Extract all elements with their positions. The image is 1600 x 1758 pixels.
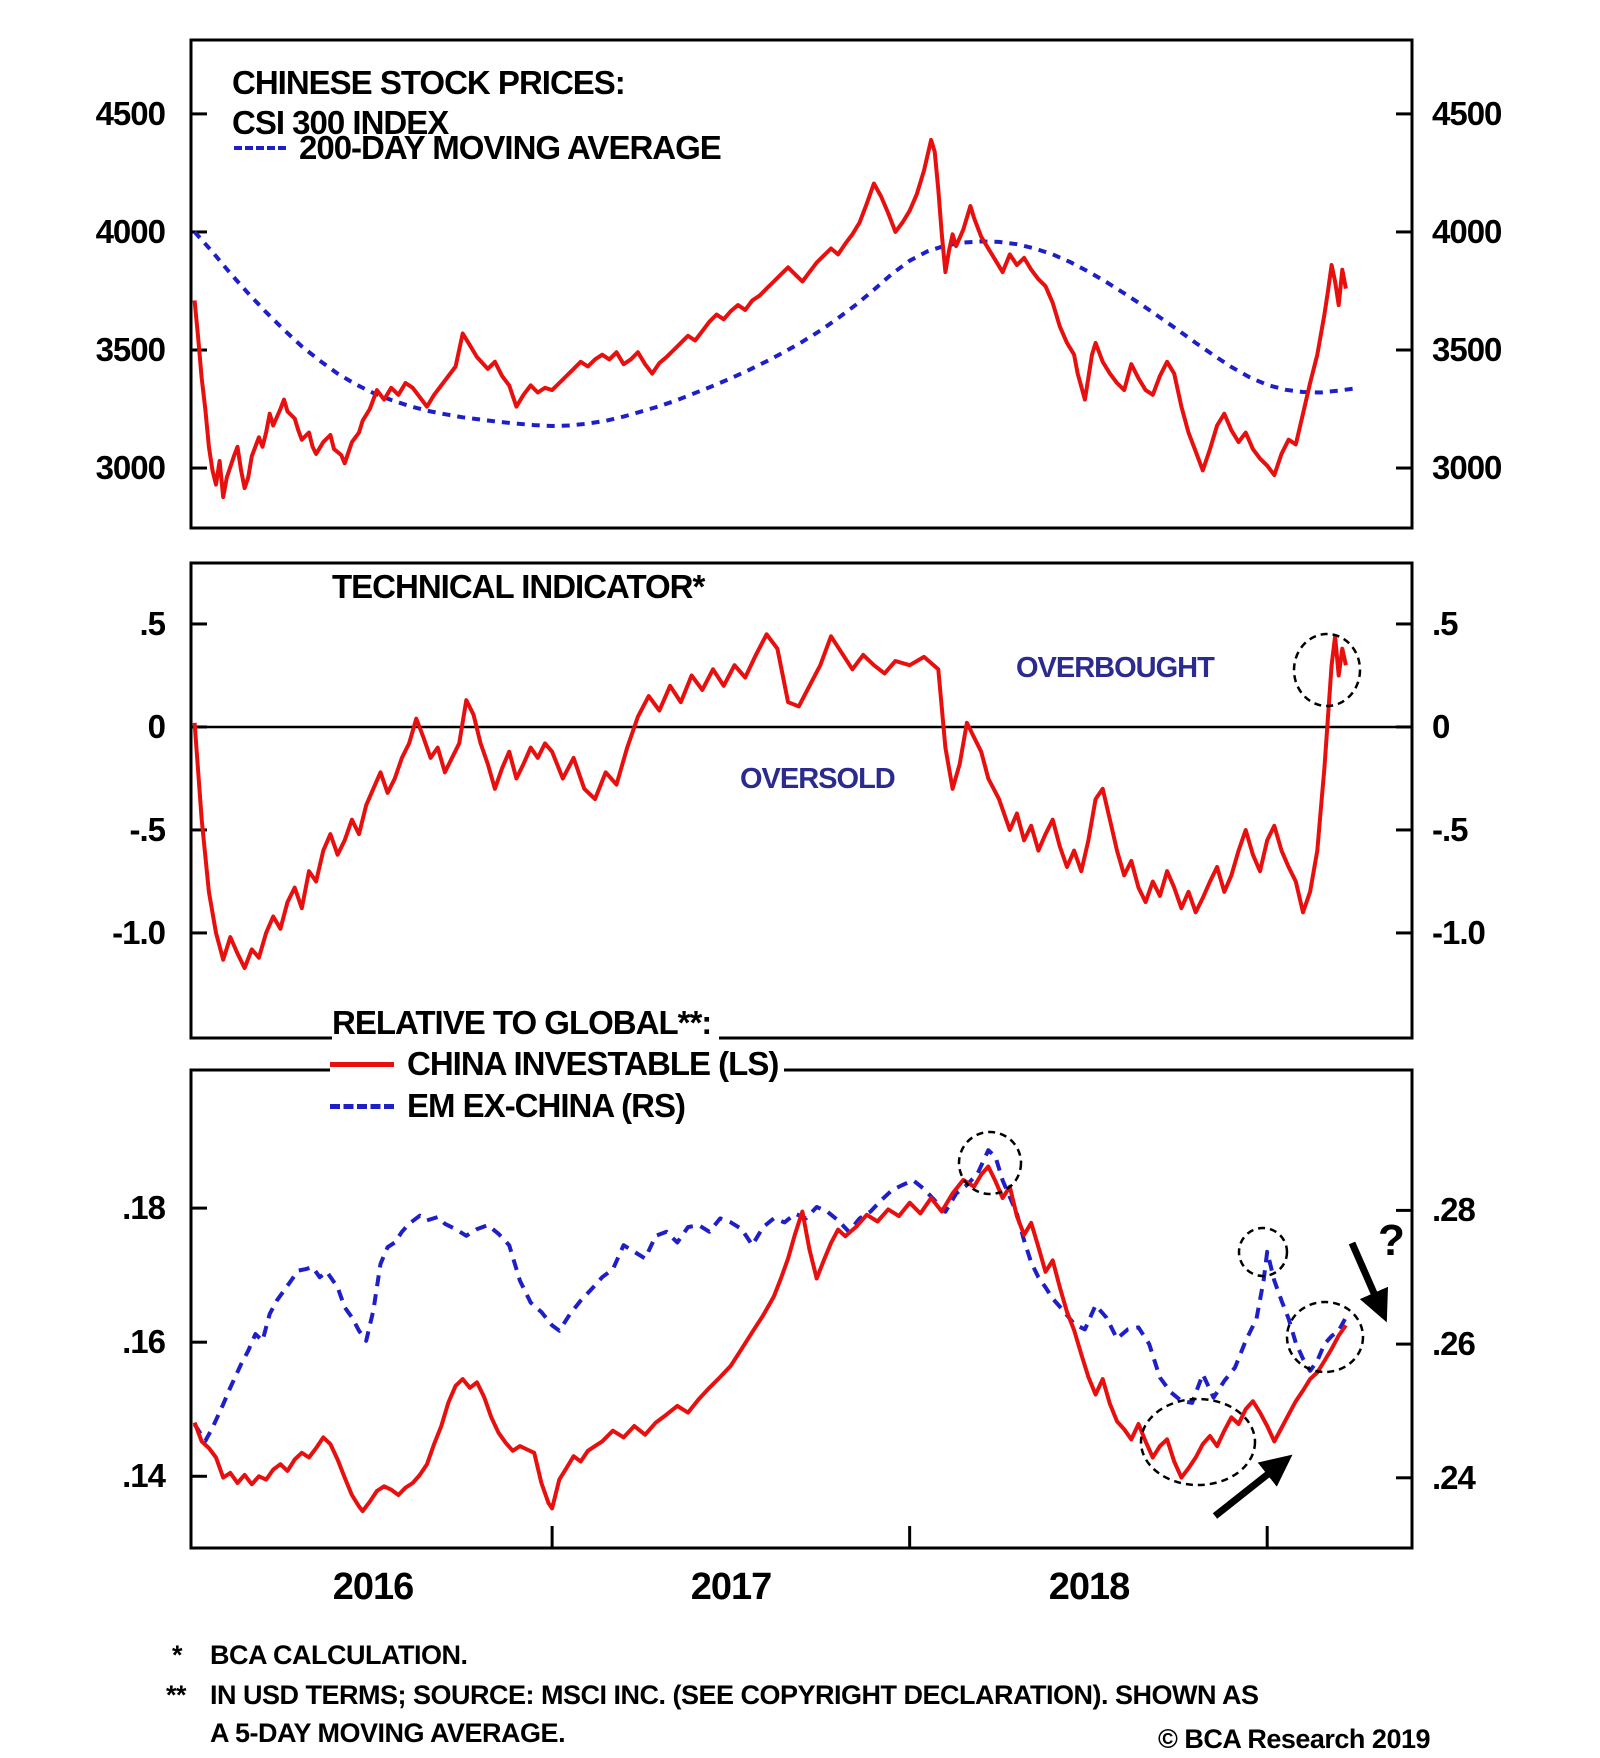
oversold-label: OVERSOLD: [740, 763, 896, 795]
panel2-title: TECHNICAL INDICATOR*: [332, 568, 705, 605]
y-axis-tick-label: 3500: [1432, 330, 1502, 368]
y-axis-tick-label: .16: [122, 1323, 166, 1361]
x-axis-label-2016: 2016: [332, 1566, 415, 1608]
footnote-3: A 5-DAY MOVING AVERAGE.: [210, 1718, 566, 1748]
annotations: [957, 632, 1388, 1519]
y-axis-tick-label: .5: [1432, 604, 1459, 642]
copyright: © BCA Research 2019: [1157, 1724, 1431, 1754]
y-axis-tick-label: 3000: [1432, 449, 1502, 487]
series-china-investable-ls-: [192, 1164, 1348, 1514]
y-axis-tick-label: .18: [122, 1189, 166, 1227]
panel1-ma-legend-row: 200-DAY MOVING AVERAGE: [234, 128, 727, 168]
footnote-2-text: IN USD TERMS; SOURCE: MSCI INC. (SEE COP…: [210, 1680, 1259, 1710]
y-axis-tick-label: 4500: [1432, 94, 1502, 132]
footnote-2: ** IN USD TERMS; SOURCE: MSCI INC. (SEE C…: [166, 1680, 1259, 1711]
panel1-ma-legend-label: 200-DAY MOVING AVERAGE: [299, 129, 722, 166]
y-axis-tick-label: .26: [1432, 1325, 1476, 1363]
y-axis-tick-label: -.5: [129, 810, 166, 848]
panel-technical_indicator: [189, 561, 1414, 1040]
x-axis-label-2018: 2018: [1048, 1566, 1131, 1608]
x-axis-label-2017: 2017: [690, 1566, 773, 1608]
ma-dash-sample-icon: [234, 146, 286, 150]
series-technical-indicator: [192, 632, 1348, 970]
circle-annotation: [1237, 1226, 1289, 1278]
red-line-sample-icon: [330, 1061, 394, 1067]
question-mark-annotation: ?: [1378, 1216, 1405, 1265]
panel3-legend-blue-row: EM EX-CHINA (RS): [330, 1086, 691, 1126]
overbought-label: OVERBOUGHT: [1016, 652, 1215, 684]
circle-annotation: [1292, 632, 1362, 708]
y-axis-tick-label: .14: [122, 1457, 166, 1495]
y-axis-tick-label: -.5: [1432, 810, 1469, 848]
y-axis-tick-label: -1.0: [1432, 913, 1486, 951]
y-axis-tick-label: 0: [147, 707, 166, 745]
series-csi-300-index: [192, 137, 1348, 500]
y-axis-tick-label: 3500: [95, 330, 166, 368]
y-axis-tick-label: 3000: [95, 449, 166, 487]
footnote-2-marker: **: [166, 1680, 187, 1710]
y-axis-tick-label: -1.0: [112, 913, 166, 951]
circle-annotation: [1139, 1397, 1257, 1487]
y-axis-tick-label: .5: [139, 604, 166, 642]
panel-relative_to_global: [189, 1068, 1414, 1550]
y-axis-tick-label: 4000: [1432, 212, 1502, 250]
y-axis-tick-label: 4000: [95, 212, 166, 250]
down-arrow-annotation: [1348, 1241, 1388, 1323]
panel1-title-line2: CSI 300 INDEX: [232, 104, 449, 141]
y-axis-tick-label: .28: [1432, 1191, 1476, 1229]
panel3-title: RELATIVE TO GLOBAL**:: [332, 1004, 720, 1042]
circle-annotation: [1285, 1300, 1365, 1374]
panel3-legend-red-label: CHINA INVESTABLE (LS): [407, 1045, 779, 1082]
up-arrow-annotation: [1212, 1454, 1293, 1519]
circle-annotation: [957, 1130, 1023, 1196]
panel1-title-line1: CHINESE STOCK PRICES:: [232, 64, 626, 101]
footnote-1-marker: *: [172, 1640, 183, 1670]
panel3-legend-blue-label: EM EX-CHINA (RS): [407, 1087, 686, 1124]
series-200-day-moving-average: [193, 230, 1357, 428]
y-axis-tick-label: .24: [1432, 1458, 1476, 1496]
blue-dash-sample-icon: [330, 1103, 394, 1109]
panel3-legend-red-row: CHINA INVESTABLE (LS): [330, 1044, 785, 1084]
footnote-1-text: BCA CALCULATION.: [210, 1640, 468, 1670]
y-axis-tick-label: 4500: [95, 94, 166, 132]
footnote-1: * BCA CALCULATION.: [172, 1640, 468, 1671]
y-axis-tick-label: 0: [1432, 707, 1450, 745]
series-em-ex-china-rs-: [192, 1148, 1348, 1443]
panel-csi300: [189, 38, 1414, 530]
